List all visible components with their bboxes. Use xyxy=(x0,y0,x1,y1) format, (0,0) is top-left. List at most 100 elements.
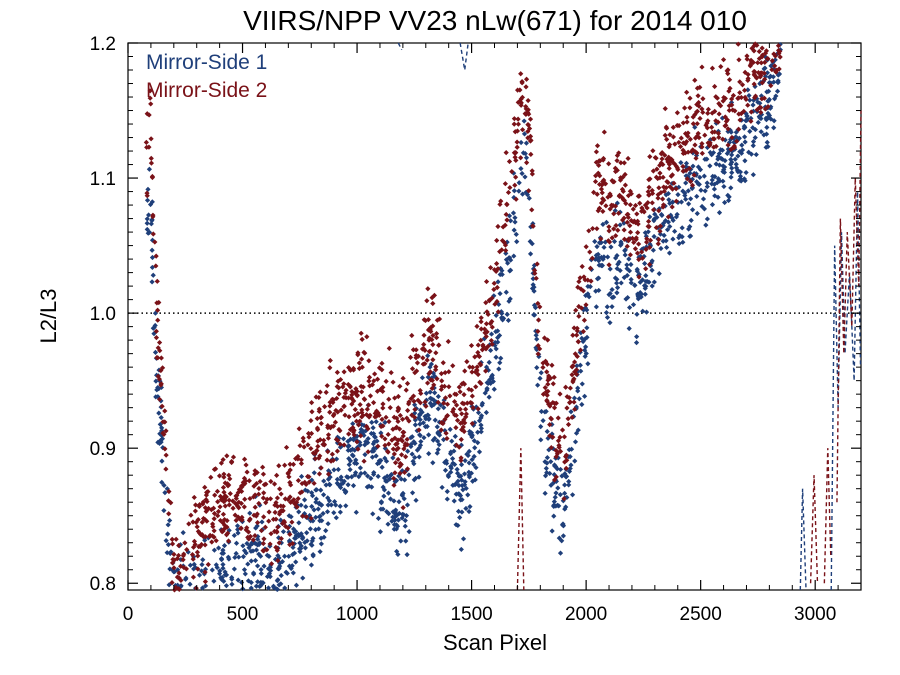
point-mirror-side-1 xyxy=(614,290,620,296)
point-mirror-side-2 xyxy=(415,397,421,403)
point-mirror-side-1 xyxy=(704,216,711,222)
point-mirror-side-2 xyxy=(253,480,260,487)
point-mirror-side-2 xyxy=(680,120,686,126)
point-mirror-side-2 xyxy=(309,409,315,415)
point-mirror-side-2 xyxy=(184,547,190,553)
point-mirror-side-2 xyxy=(384,448,391,454)
point-mirror-side-1 xyxy=(741,123,747,129)
point-mirror-side-1 xyxy=(191,561,197,567)
point-mirror-side-1 xyxy=(196,572,203,578)
point-mirror-side-2 xyxy=(411,398,417,404)
point-mirror-side-1 xyxy=(687,224,693,230)
point-mirror-side-1 xyxy=(348,447,354,453)
point-mirror-side-2 xyxy=(755,69,762,76)
point-mirror-side-2 xyxy=(315,438,321,444)
point-mirror-side-2 xyxy=(280,520,286,527)
point-mirror-side-1 xyxy=(719,156,725,162)
point-mirror-side-2 xyxy=(321,441,327,447)
point-mirror-side-1 xyxy=(641,283,648,289)
point-mirror-side-1 xyxy=(642,230,648,236)
point-mirror-side-2 xyxy=(468,342,475,349)
point-mirror-side-2 xyxy=(155,317,161,323)
point-mirror-side-2 xyxy=(446,384,452,390)
point-mirror-side-1 xyxy=(733,165,740,171)
point-mirror-side-2 xyxy=(349,392,355,398)
point-mirror-side-2 xyxy=(777,48,783,54)
point-mirror-side-2 xyxy=(470,405,476,411)
point-mirror-side-2 xyxy=(317,437,323,443)
point-mirror-side-2 xyxy=(433,364,439,370)
point-mirror-side-1 xyxy=(416,445,422,451)
point-mirror-side-1 xyxy=(384,478,390,484)
tail-mirror-side-1 xyxy=(459,42,469,71)
point-mirror-side-1 xyxy=(716,151,722,157)
point-mirror-side-1 xyxy=(450,460,456,466)
point-mirror-side-2 xyxy=(498,198,504,204)
point-mirror-side-1 xyxy=(712,193,718,199)
point-mirror-side-1 xyxy=(649,283,655,289)
point-mirror-side-1 xyxy=(385,521,391,527)
point-mirror-side-1 xyxy=(180,530,186,536)
point-mirror-side-1 xyxy=(621,274,627,281)
point-mirror-side-2 xyxy=(235,503,241,509)
point-mirror-side-1 xyxy=(551,471,557,478)
point-mirror-side-2 xyxy=(588,278,594,284)
point-mirror-side-2 xyxy=(439,383,445,390)
point-mirror-side-1 xyxy=(432,390,438,396)
point-mirror-side-2 xyxy=(226,472,232,478)
point-mirror-side-1 xyxy=(529,285,536,292)
point-mirror-side-2 xyxy=(153,328,159,334)
point-mirror-side-1 xyxy=(643,244,650,250)
point-mirror-side-1 xyxy=(333,456,340,462)
point-mirror-side-1 xyxy=(594,276,601,282)
point-mirror-side-2 xyxy=(260,495,266,501)
point-mirror-side-1 xyxy=(288,514,294,520)
point-mirror-side-1 xyxy=(733,161,739,167)
point-mirror-side-2 xyxy=(397,426,403,432)
point-mirror-side-2 xyxy=(429,385,435,392)
point-mirror-side-2 xyxy=(598,236,604,242)
point-mirror-side-2 xyxy=(745,71,751,78)
point-mirror-side-2 xyxy=(456,384,462,390)
point-mirror-side-2 xyxy=(317,453,323,459)
point-mirror-side-1 xyxy=(544,428,550,435)
point-mirror-side-1 xyxy=(754,96,760,102)
point-mirror-side-2 xyxy=(222,503,228,509)
point-mirror-side-2 xyxy=(659,149,665,156)
point-mirror-side-1 xyxy=(370,431,377,437)
point-mirror-side-1 xyxy=(542,459,548,465)
point-mirror-side-1 xyxy=(409,451,415,457)
point-mirror-side-2 xyxy=(705,110,711,116)
point-mirror-side-1 xyxy=(153,378,159,384)
point-mirror-side-2 xyxy=(211,510,218,517)
point-mirror-side-2 xyxy=(191,494,197,501)
point-mirror-side-2 xyxy=(594,226,600,232)
point-mirror-side-2 xyxy=(314,425,321,431)
point-mirror-side-1 xyxy=(531,284,537,290)
point-mirror-side-2 xyxy=(379,367,385,373)
point-mirror-side-2 xyxy=(696,103,702,109)
point-mirror-side-2 xyxy=(243,527,249,533)
point-mirror-side-2 xyxy=(597,158,603,164)
point-mirror-side-1 xyxy=(637,253,643,259)
point-mirror-side-2 xyxy=(475,349,481,356)
point-mirror-side-2 xyxy=(673,198,679,204)
point-mirror-side-2 xyxy=(621,236,628,242)
point-mirror-side-2 xyxy=(555,438,562,444)
point-mirror-side-2 xyxy=(695,93,701,99)
point-mirror-side-1 xyxy=(533,332,539,338)
point-mirror-side-1 xyxy=(167,517,173,524)
point-mirror-side-1 xyxy=(278,572,284,579)
point-mirror-side-1 xyxy=(325,521,331,527)
point-mirror-side-2 xyxy=(215,513,221,519)
point-mirror-side-2 xyxy=(220,456,226,463)
point-mirror-side-1 xyxy=(377,529,383,535)
point-mirror-side-2 xyxy=(535,300,541,307)
point-mirror-side-1 xyxy=(503,250,509,256)
point-mirror-side-2 xyxy=(238,488,245,494)
point-mirror-side-2 xyxy=(399,416,406,422)
point-mirror-side-2 xyxy=(421,341,427,348)
point-mirror-side-1 xyxy=(278,581,284,587)
point-mirror-side-2 xyxy=(252,468,258,474)
tail-mirror-side-2 xyxy=(836,110,862,503)
